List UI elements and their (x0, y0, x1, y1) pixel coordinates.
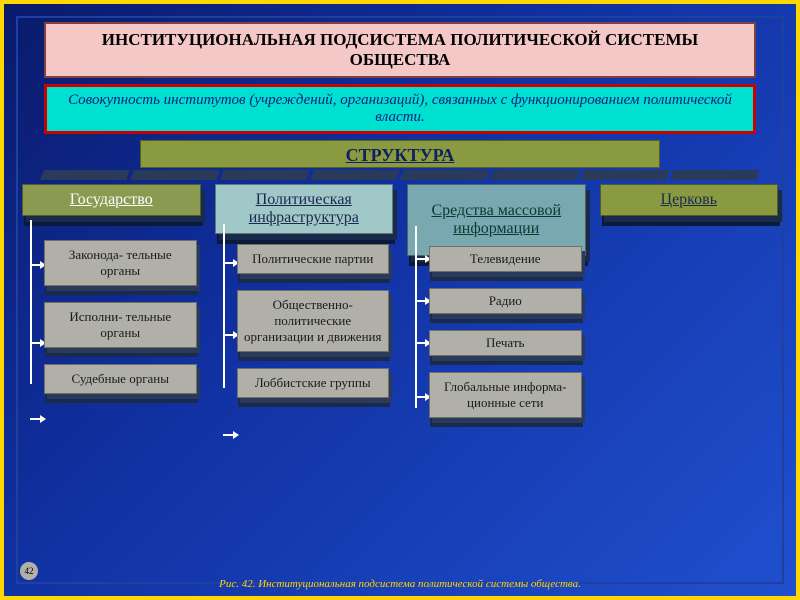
col-head-state: Государство (22, 184, 201, 216)
col-head-church: Церковь (600, 184, 779, 216)
box-legislative: Законода- тельные органы (44, 240, 197, 286)
box-internet: Глобальные информа- ционные сети (429, 372, 582, 418)
arrow-icon (415, 396, 429, 398)
arrow-icon (415, 258, 429, 260)
arrow-icon (415, 300, 429, 302)
sub-list-state: Законода- тельные органы Исполни- тельны… (22, 240, 201, 394)
column-media: Средства массовой информации Телевидение… (407, 184, 586, 434)
column-state: Государство Законода- тельные органы Исп… (22, 184, 201, 434)
arrow-icon (415, 342, 429, 344)
box-judicial: Судебные органы (44, 364, 197, 394)
arrow-icon (30, 342, 44, 344)
structure-bar: СТРУКТУРА (140, 140, 660, 174)
sub-list-media: Телевидение Радио Печать Глобальные инфо… (407, 246, 586, 418)
connector-line (415, 226, 417, 408)
box-executive: Исполни- тельные органы (44, 302, 197, 348)
box-tv: Телевидение (429, 246, 582, 272)
arrow-icon (223, 434, 237, 436)
connector-line (30, 220, 32, 384)
arrow-icon (223, 262, 237, 264)
box-orgs: Общественно-политические организации и д… (237, 290, 390, 352)
box-press: Печать (429, 330, 582, 356)
structure-label: СТРУКТУРА (140, 140, 660, 168)
box-lobby: Лоббистские группы (237, 368, 390, 398)
arrow-icon (223, 334, 237, 336)
sub-list-infra: Политические партии Общественно-политиче… (215, 244, 394, 398)
figure-caption: Рис. 42. Институциональная подсистема по… (4, 578, 796, 590)
box-radio: Радио (429, 288, 582, 314)
column-church: Церковь (600, 184, 779, 434)
col-head-infrastructure: Политическая инфраструктура (215, 184, 394, 234)
column-infrastructure: Политическая инфраструктура Политические… (215, 184, 394, 434)
connector-line (223, 224, 225, 388)
box-parties: Политические партии (237, 244, 390, 274)
arrow-icon (30, 264, 44, 266)
arrow-icon (30, 418, 44, 420)
